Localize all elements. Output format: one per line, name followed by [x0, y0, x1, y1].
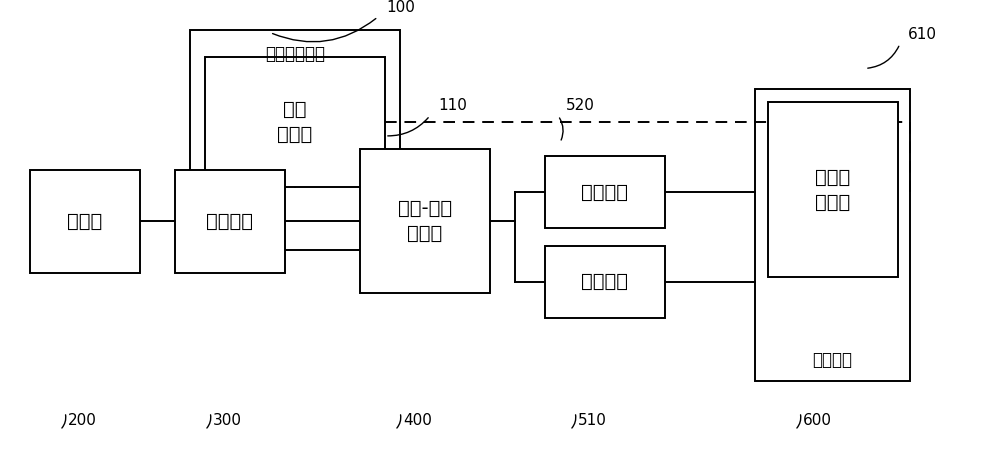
Text: 直流-直流
转换器: 直流-直流 转换器	[398, 199, 452, 243]
Bar	[30, 170, 140, 273]
Bar	[755, 89, 910, 381]
Bar	[205, 57, 385, 187]
Text: 电池管
理系统: 电池管 理系统	[815, 168, 851, 212]
Text: 300: 300	[213, 413, 242, 428]
Text: 510: 510	[578, 413, 607, 428]
Text: 110: 110	[438, 98, 467, 113]
Bar	[768, 102, 898, 277]
Text: 400: 400	[403, 413, 432, 428]
Text: 蓄电池: 蓄电池	[67, 212, 103, 231]
Text: 负极开关: 负极开关	[206, 212, 254, 231]
Bar	[175, 170, 285, 273]
Bar	[545, 156, 665, 228]
Text: 动力电池: 动力电池	[812, 351, 852, 370]
Text: 600: 600	[803, 413, 832, 428]
Bar	[190, 30, 400, 250]
Text: 整车
控制器: 整车 控制器	[277, 100, 313, 144]
Text: 常态电路: 常态电路	[582, 183, 629, 201]
Text: 车辆启动系统: 车辆启动系统	[265, 45, 325, 62]
Text: 200: 200	[68, 413, 97, 428]
Text: 应急电路: 应急电路	[582, 272, 629, 291]
Bar	[360, 149, 490, 293]
Text: 100: 100	[386, 0, 415, 14]
Text: 520: 520	[566, 98, 595, 113]
Text: 610: 610	[908, 27, 937, 41]
Bar	[545, 246, 665, 318]
